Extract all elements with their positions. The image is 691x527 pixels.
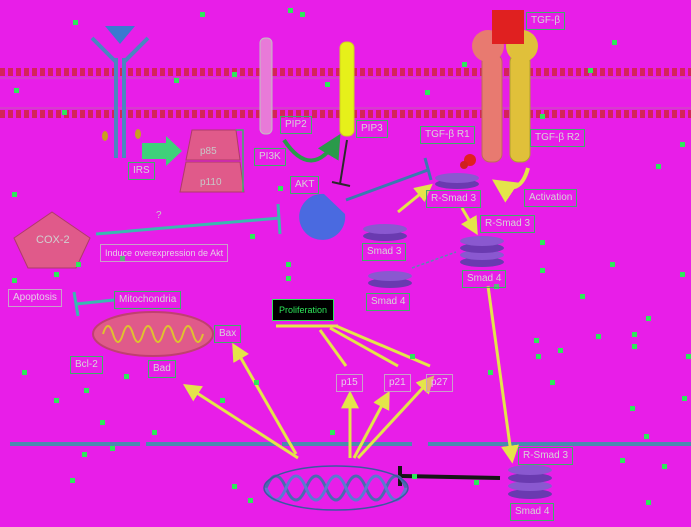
activation-arrow-icon (492, 167, 530, 203)
p27-label: p27 (426, 374, 453, 392)
pip2-label: PIP2 (280, 116, 312, 134)
pi3k-complex-icon (179, 129, 245, 193)
proliferation-label: Proliferation (272, 299, 335, 321)
signal-arrows (182, 183, 519, 464)
induce-akt-label: Induce overexpression de Akt (100, 244, 229, 262)
smad-complex-icon (460, 236, 504, 267)
mitochondria-icon (92, 311, 214, 357)
tgf-beta-r2-label: TGF-β R2 (530, 129, 585, 147)
apoptosis-label: Apoptosis (8, 289, 62, 307)
unknown-link-label: ? (156, 210, 162, 221)
r-smad3-nuclear-label: R-Smad 3 (518, 447, 574, 465)
r-smad3-membrane-disc-icon (435, 173, 479, 189)
akt-icon (299, 193, 346, 240)
p85-label: p85 (200, 146, 217, 157)
tgf-beta-receptors-icon (460, 10, 538, 169)
pip2-to-pip3-arrow-icon (282, 133, 341, 163)
dna-helix-icon (263, 465, 409, 511)
bax-label: Bax (214, 325, 242, 343)
p21-label: p21 (384, 374, 411, 392)
smad3-label: Smad 3 (362, 243, 407, 261)
smad4-complex-label: Smad 4 (462, 270, 507, 288)
cox2-label: COX-2 (36, 234, 70, 246)
background-speckles (12, 8, 691, 505)
receptor-icon (90, 26, 150, 158)
r-smad3-label: R-Smad 3 (480, 215, 536, 233)
smad4-label: Smad 4 (366, 293, 411, 311)
p15-label: p15 (336, 374, 363, 392)
nuclear-smad-complex-icon (508, 465, 552, 499)
r-smad3-membrane-label: R-Smad 3 (426, 190, 482, 208)
bcl2-label: Bcl-2 (70, 356, 103, 374)
smad4-nuclear-label: Smad 4 (510, 503, 555, 521)
pi3k-label: PI3K (254, 148, 286, 166)
irs-arrow-icon (142, 136, 182, 166)
smad3-disc-icon (363, 224, 407, 241)
cox2-pentagon-icon (13, 211, 91, 269)
pip3-cylinder-icon (339, 41, 355, 137)
bad-label: Bad (148, 360, 176, 378)
pip2-cylinder-icon (259, 37, 273, 135)
inhibition-lines (72, 157, 501, 486)
mitochondria-label: Mitochondria (114, 291, 182, 309)
activation-label: Activation (524, 189, 578, 207)
tgf-beta-r1-label: TGF-β R1 (420, 126, 475, 144)
pip3-label: PIP3 (356, 120, 388, 138)
smad4-disc-icon (368, 271, 412, 288)
p110-label: p110 (200, 177, 222, 188)
irs-label: IRS (128, 162, 155, 180)
tgf-beta-label: TGF-β (526, 12, 566, 30)
akt-label: AKT (290, 176, 320, 194)
